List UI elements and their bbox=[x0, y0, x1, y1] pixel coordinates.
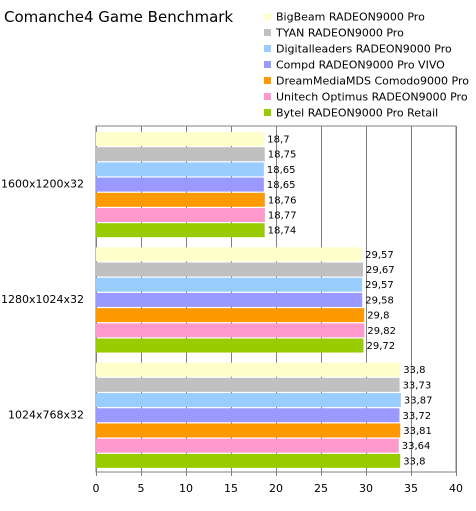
x-tick-label: 15 bbox=[224, 482, 238, 495]
data-label: 18,65 bbox=[267, 180, 296, 191]
bar bbox=[96, 208, 265, 222]
bar bbox=[96, 362, 401, 377]
x-tick-label: 25 bbox=[314, 482, 328, 495]
legend-swatch bbox=[264, 13, 271, 20]
legend-swatch bbox=[264, 93, 271, 100]
data-label: 29,58 bbox=[365, 295, 394, 306]
legend-label: Bytel RADEON9000 Pro Retail bbox=[276, 107, 438, 120]
bar bbox=[96, 408, 400, 423]
legend-label: DreamMediaMDS Comodo9000 Pro bbox=[276, 75, 469, 88]
legend-swatch bbox=[264, 77, 271, 84]
x-tick-label: 20 bbox=[269, 482, 283, 495]
bar bbox=[96, 438, 399, 453]
bar bbox=[96, 393, 401, 408]
legend-label: Digitalleaders RADEON9000 Pro bbox=[276, 43, 452, 56]
data-label: 29,67 bbox=[366, 265, 395, 276]
data-label: 29,8 bbox=[367, 311, 389, 322]
data-label: 33,72 bbox=[402, 411, 431, 422]
data-label: 18,75 bbox=[268, 150, 297, 161]
data-label: 33,8 bbox=[403, 365, 425, 376]
data-label: 29,82 bbox=[367, 326, 396, 337]
data-label: 33,64 bbox=[402, 441, 431, 452]
category-label: 1600x1200x32 bbox=[1, 178, 84, 191]
data-label: 33,73 bbox=[403, 380, 432, 391]
x-tick-label: 0 bbox=[93, 482, 100, 495]
x-tick-label: 5 bbox=[138, 482, 145, 495]
bar bbox=[96, 132, 265, 146]
plot-area: 0 5 10 15 20 25 30 35 40 1600x1200x32 18,7 18,75 18,… bbox=[1, 125, 463, 495]
x-tick-label: 10 bbox=[179, 482, 193, 495]
bar bbox=[96, 162, 264, 177]
data-label: 29,72 bbox=[366, 341, 395, 352]
legend-label: Compd RADEON9000 Pro VIVO bbox=[276, 59, 445, 72]
legend-swatch bbox=[264, 45, 271, 52]
legend-label: BigBeam RADEON9000 Pro bbox=[276, 11, 425, 24]
bar bbox=[96, 262, 364, 277]
data-label: 18,65 bbox=[267, 165, 296, 176]
x-tick-label: 40 bbox=[449, 482, 463, 495]
chart-title: Comanche4 Game Benchmark bbox=[4, 8, 233, 26]
data-label: 33,81 bbox=[403, 426, 432, 437]
category-label: 1280x1024x32 bbox=[1, 293, 84, 306]
category-label: 1024x768x32 bbox=[8, 408, 84, 421]
x-tick-label: 35 bbox=[404, 482, 418, 495]
bar bbox=[96, 453, 401, 468]
legend-swatch bbox=[264, 61, 271, 68]
legend-label: TYAN RADEON9000 Pro bbox=[275, 27, 404, 40]
bar bbox=[96, 177, 264, 192]
bar bbox=[96, 308, 365, 323]
bar bbox=[96, 192, 265, 207]
bar bbox=[96, 292, 363, 307]
data-label: 29,57 bbox=[365, 250, 394, 261]
bar bbox=[96, 338, 364, 353]
legend: BigBeam RADEON9000 Pro TYAN RADEON9000 Pr… bbox=[264, 11, 469, 120]
data-label: 33,87 bbox=[404, 396, 433, 407]
bar bbox=[96, 377, 400, 392]
bar bbox=[96, 147, 265, 162]
data-label: 18,76 bbox=[268, 195, 297, 206]
bar bbox=[96, 247, 363, 262]
x-tick-label: 30 bbox=[359, 482, 373, 495]
legend-swatch bbox=[264, 29, 271, 36]
data-label: 33,8 bbox=[403, 456, 425, 467]
bar bbox=[96, 223, 265, 238]
bar bbox=[96, 423, 401, 438]
data-label: 18,74 bbox=[268, 226, 297, 237]
data-label: 18,7 bbox=[267, 135, 289, 146]
data-label: 29,57 bbox=[365, 280, 394, 291]
bar bbox=[96, 277, 363, 292]
legend-swatch bbox=[264, 109, 271, 116]
data-label: 18,77 bbox=[268, 211, 297, 222]
legend-label: Unitech Optimus RADEON9000 Pro bbox=[276, 91, 468, 104]
bar bbox=[96, 323, 365, 338]
